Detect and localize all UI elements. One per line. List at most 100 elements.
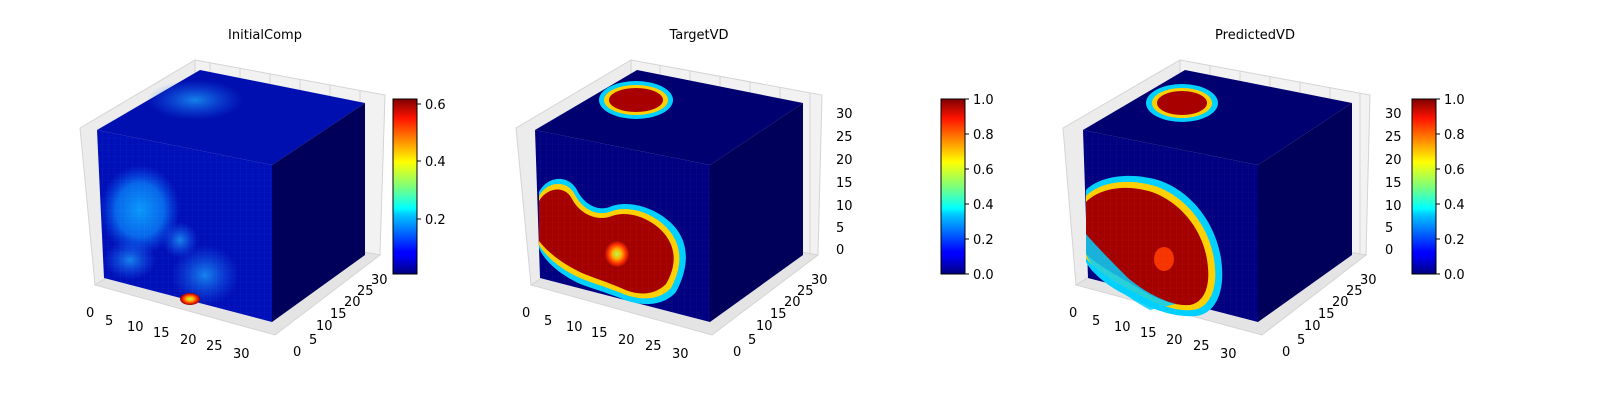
x-tick-label: 5	[1092, 314, 1100, 329]
top-blob	[147, 80, 243, 120]
z-tick-label: 30	[1385, 107, 1402, 122]
x-tick-label: 20	[180, 333, 197, 348]
colorbar-tick-label: 0.4	[973, 198, 994, 213]
y-tick-label: 25	[357, 284, 374, 299]
colorbar-tick-label: 0.6	[1444, 163, 1465, 178]
y-tick-label: 20	[784, 295, 801, 310]
y-tick-label: 15	[770, 307, 787, 322]
panel-targetvd: TargetVD 0 5 10	[515, 28, 994, 362]
y-tick-label: 10	[756, 319, 773, 334]
top-core	[609, 88, 663, 112]
colorbar-tick-label: 1.0	[1444, 93, 1465, 108]
x-tick-label: 10	[127, 320, 144, 335]
y-tick-label: 30	[1360, 273, 1377, 288]
x-tick-label: 0	[522, 306, 530, 321]
z-tick-label: 10	[1385, 199, 1402, 214]
y-tick-label: 25	[1346, 284, 1363, 299]
x-tick-label: 20	[618, 333, 635, 348]
panel-title: InitialComp	[228, 28, 302, 43]
z-axis: 0 5 10 15 20 25 30	[1385, 107, 1402, 258]
z-axis: 0 5 10 15 20 25 30	[836, 107, 853, 258]
y-tick-label: 30	[811, 273, 828, 288]
x-tick-label: 10	[566, 320, 583, 335]
colorbar-tick-label: 0.0	[1444, 268, 1465, 283]
grid-overlay	[97, 130, 272, 322]
cube-top-face	[1083, 70, 1352, 165]
cube-right-face	[1258, 103, 1352, 322]
y-tick-label: 20	[344, 295, 361, 310]
x-tick-label: 15	[1140, 326, 1157, 341]
y-tick-label: 20	[1332, 295, 1349, 310]
y-tick-label: 10	[316, 319, 333, 334]
y-tick-label: 5	[748, 333, 756, 348]
colorbar: 0.6 0.4 0.2	[392, 98, 446, 275]
panel-initialcomp: InitialComp 0 5 10	[79, 28, 446, 362]
grid-overlay	[1083, 130, 1258, 322]
x-tick-label: 5	[544, 314, 552, 329]
x-tick-label: 25	[206, 339, 223, 354]
colorbar-tick-label: 0.0	[973, 268, 994, 283]
x-tick-label: 20	[1166, 333, 1183, 348]
cube-right-face	[272, 103, 365, 322]
y-tick-label: 0	[733, 345, 741, 360]
panel-title: TargetVD	[668, 28, 728, 43]
x-tick-label: 30	[233, 347, 250, 362]
y-tick-label: 0	[293, 345, 301, 360]
y-tick-label: 0	[1282, 345, 1290, 360]
colorbar-gradient	[940, 98, 966, 275]
y-tick-label: 5	[1297, 333, 1305, 348]
colorbar: 1.0 0.8 0.6 0.4 0.2 0.0	[940, 93, 994, 283]
z-tick-label: 5	[1385, 221, 1393, 236]
cube-right-face	[710, 103, 803, 322]
colorbar-gradient	[392, 98, 418, 275]
colorbar-tick-label: 0.4	[425, 155, 446, 170]
y-tick-label: 15	[1318, 307, 1335, 322]
y-tick-label: 25	[797, 284, 814, 299]
colorbar-tick-label: 0.8	[1444, 128, 1465, 143]
colorbar-tick-label: 0.6	[425, 98, 446, 113]
x-tick-label: 30	[1220, 347, 1237, 362]
z-tick-label: 20	[836, 153, 853, 168]
colorbar-tick-label: 0.2	[973, 233, 994, 248]
y-axis: 0 5 10 15 20 25 30	[1282, 273, 1377, 360]
z-tick-label: 30	[836, 107, 853, 122]
x-tick-label: 5	[105, 314, 113, 329]
x-tick-label: 25	[645, 339, 662, 354]
z-tick-label: 0	[1385, 243, 1393, 258]
y-axis: 0 5 10 15 20 25 30	[733, 273, 828, 360]
x-tick-label: 15	[153, 326, 170, 341]
z-tick-label: 15	[836, 176, 853, 191]
colorbar-tick-label: 0.6	[973, 163, 994, 178]
grid-overlay	[535, 130, 710, 322]
x-axis: 0 5 10 15 20 25 30	[86, 306, 250, 362]
x-tick-label: 10	[1114, 320, 1131, 335]
panel-predictedvd: PredictedVD 0	[1062, 28, 1465, 362]
colorbar-tick-label: 0.8	[973, 128, 994, 143]
voxel-cube	[535, 70, 803, 322]
z-tick-label: 15	[1385, 176, 1402, 191]
y-tick-label: 15	[330, 307, 347, 322]
y-tick-label: 5	[309, 333, 317, 348]
z-tick-label: 25	[1385, 130, 1402, 145]
x-tick-label: 0	[86, 306, 94, 321]
y-tick-label: 30	[371, 273, 388, 288]
x-tick-label: 15	[591, 326, 608, 341]
y-axis: 0 5 10 15 20 25 30	[293, 273, 388, 360]
colorbar-tick-label: 1.0	[973, 93, 994, 108]
z-tick-label: 0	[836, 243, 844, 258]
panel-title: PredictedVD	[1215, 28, 1295, 43]
colorbar-tick-label: 0.2	[425, 213, 446, 228]
x-axis: 0 5 10 15 20 25 30	[1069, 306, 1237, 362]
x-tick-label: 25	[1193, 339, 1210, 354]
z-tick-label: 10	[836, 199, 853, 214]
voxel-cube	[97, 70, 365, 322]
y-tick-label: 10	[1304, 319, 1321, 334]
x-tick-label: 30	[672, 347, 689, 362]
z-tick-label: 20	[1385, 153, 1402, 168]
colorbar-gradient	[1411, 98, 1437, 275]
z-tick-label: 25	[836, 130, 853, 145]
x-tick-label: 0	[1069, 306, 1077, 321]
voxel-cube	[1083, 70, 1352, 322]
top-core	[1157, 91, 1207, 115]
